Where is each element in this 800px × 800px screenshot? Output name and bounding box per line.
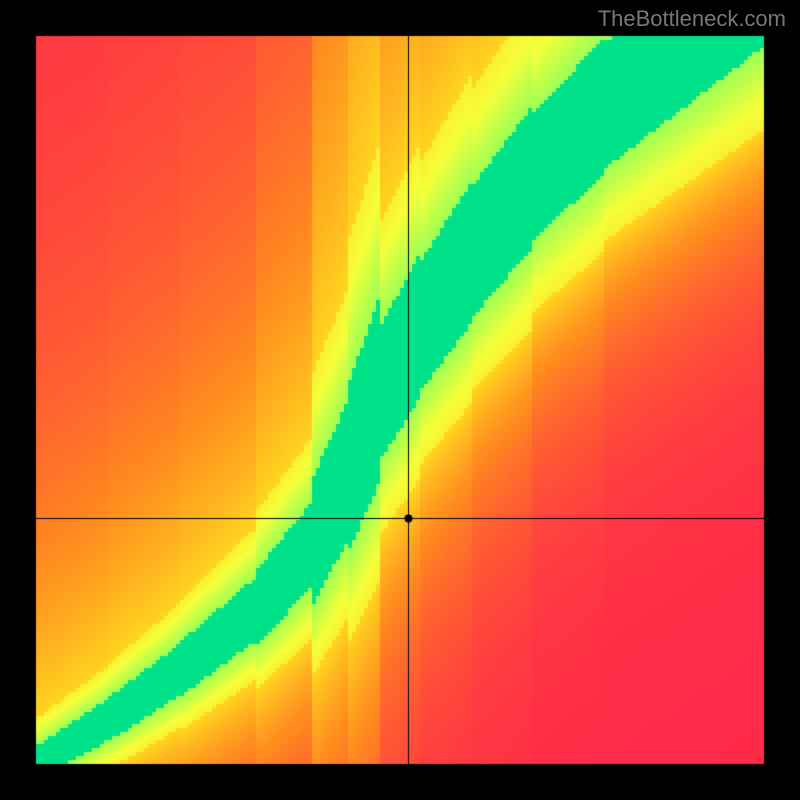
heatmap-canvas bbox=[0, 0, 800, 800]
bottleneck-heatmap: TheBottleneck.com bbox=[0, 0, 800, 800]
attribution-text: TheBottleneck.com bbox=[598, 6, 786, 32]
